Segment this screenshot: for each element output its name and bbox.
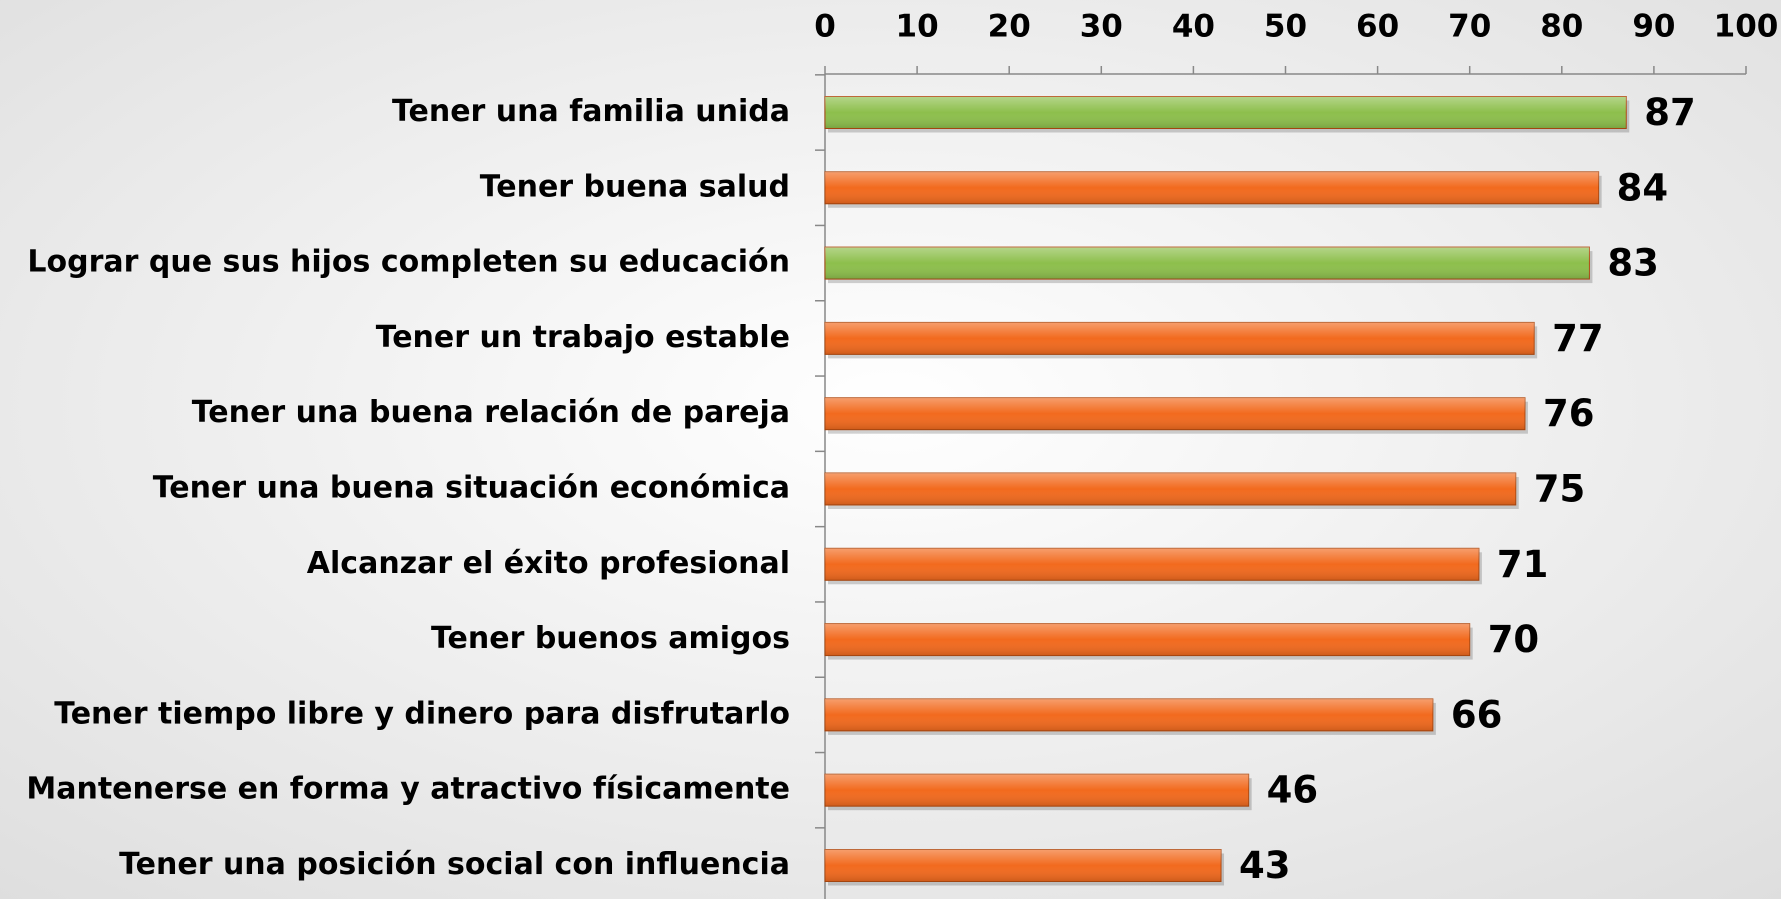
value-label: 76 [1543,392,1595,435]
x-tick-label: 50 [1264,9,1307,45]
category-label: Alcanzar el éxito profesional [307,546,790,581]
bar-shine [825,96,1627,129]
bar-shine [825,548,1479,581]
x-tick-label: 100 [1714,9,1779,45]
bar-shine [825,698,1433,731]
x-tick-label: 60 [1356,9,1399,45]
category-label: Tener una buena relación de pareja [192,395,790,430]
category-label: Tener una familia unida [392,94,790,129]
value-label: 77 [1552,317,1604,360]
bar-shine [825,247,1590,280]
value-label: 83 [1607,242,1659,285]
value-label: 75 [1534,468,1586,511]
x-tick-label: 80 [1540,9,1583,45]
value-label: 71 [1497,543,1549,586]
value-label: 66 [1451,693,1503,736]
value-label: 43 [1239,844,1291,887]
value-label: 70 [1488,618,1540,661]
category-label: Tener una buena situación económica [153,471,790,506]
bar-shine [825,623,1470,656]
x-tick-label: 30 [1080,9,1123,45]
category-label: Tener tiempo libre y dinero para disfrut… [54,696,790,731]
x-tick-label: 40 [1172,9,1215,45]
bar-shine [825,774,1249,807]
bar-shine [825,473,1516,505]
category-label: Tener una posición social con influencia [119,847,790,882]
bar-shine [825,322,1535,355]
x-tick-label: 70 [1448,9,1491,45]
category-label: Lograr que sus hijos completen su educac… [27,245,790,280]
x-tick-label: 0 [814,9,836,45]
category-label: Tener un trabajo estable [376,320,790,355]
category-label: Tener buena salud [480,169,790,204]
value-label: 87 [1644,91,1696,134]
bar-shine [825,849,1222,882]
bar-shine [825,397,1525,430]
category-label: Mantenerse en forma y atractivo físicame… [26,772,790,807]
x-tick-label: 10 [896,9,939,45]
category-label: Tener buenos amigos [431,621,790,656]
x-tick-label: 90 [1632,9,1675,45]
value-label: 84 [1617,166,1669,209]
x-tick-label: 20 [988,9,1031,45]
bar-shine [825,171,1599,204]
value-label: 46 [1267,769,1319,812]
